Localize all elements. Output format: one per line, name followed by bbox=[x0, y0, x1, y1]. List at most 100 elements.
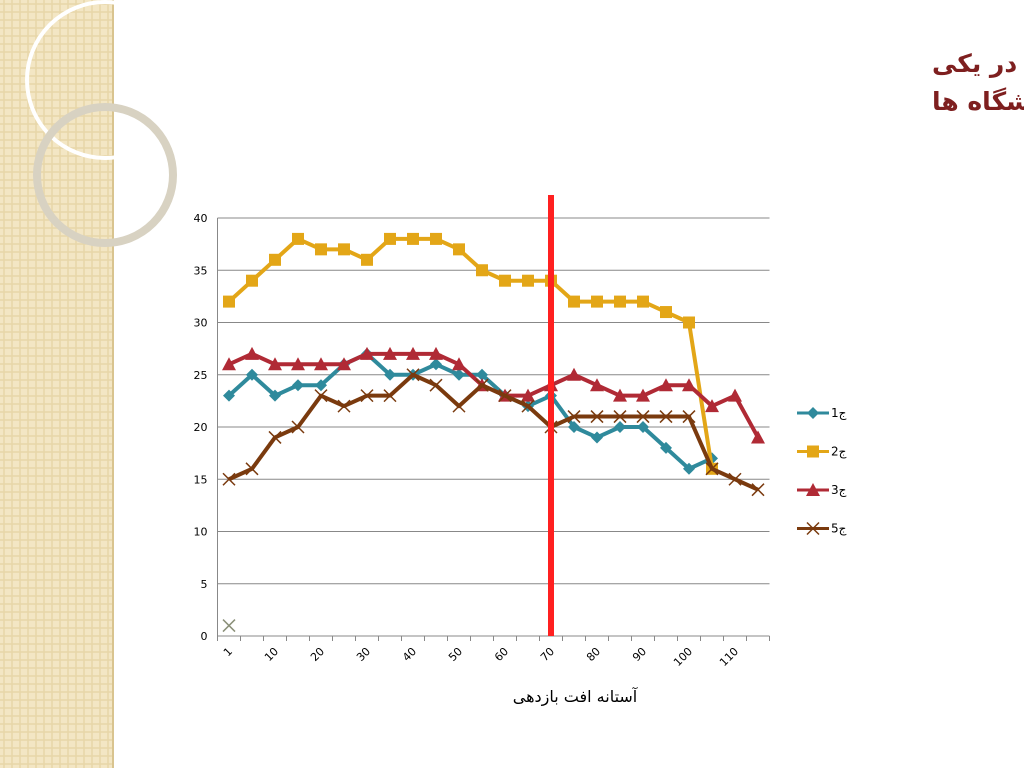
point bbox=[751, 483, 765, 497]
point bbox=[728, 472, 742, 486]
point bbox=[315, 379, 327, 392]
point bbox=[659, 378, 673, 392]
point bbox=[222, 472, 236, 486]
series-line bbox=[227, 236, 714, 470]
point bbox=[246, 274, 258, 287]
point bbox=[636, 410, 650, 424]
point bbox=[337, 399, 351, 413]
point bbox=[591, 295, 603, 308]
deco-circle bbox=[33, 103, 177, 247]
point bbox=[268, 357, 282, 371]
point bbox=[384, 232, 396, 245]
point bbox=[728, 388, 742, 402]
point bbox=[291, 420, 305, 434]
point bbox=[406, 346, 420, 360]
series-line bbox=[228, 372, 759, 492]
legend-marker bbox=[807, 445, 819, 458]
point bbox=[636, 388, 650, 402]
point bbox=[453, 243, 465, 256]
point bbox=[429, 346, 443, 360]
point bbox=[751, 430, 765, 444]
point bbox=[568, 295, 580, 308]
point bbox=[614, 295, 626, 308]
y-tick-label: 35 bbox=[194, 264, 208, 277]
point bbox=[268, 430, 282, 444]
point bbox=[522, 274, 534, 287]
legend-marker bbox=[807, 407, 819, 419]
legend-label: ج3 bbox=[831, 483, 847, 497]
point bbox=[659, 410, 673, 424]
point bbox=[407, 232, 419, 245]
point bbox=[453, 368, 465, 381]
point bbox=[637, 295, 649, 308]
y-tick-label: 25 bbox=[194, 369, 208, 382]
point bbox=[476, 368, 488, 381]
point bbox=[314, 357, 328, 371]
point bbox=[682, 378, 696, 392]
point bbox=[292, 379, 304, 392]
point bbox=[222, 357, 236, 371]
point bbox=[614, 421, 626, 433]
legend-label: ج5 bbox=[831, 522, 847, 536]
point bbox=[430, 358, 442, 371]
point bbox=[590, 410, 604, 424]
point bbox=[683, 316, 695, 329]
point bbox=[269, 389, 281, 402]
point bbox=[705, 399, 719, 413]
point bbox=[637, 421, 649, 433]
point bbox=[429, 378, 443, 392]
point bbox=[613, 388, 627, 402]
point bbox=[476, 264, 488, 277]
point bbox=[360, 389, 374, 403]
point bbox=[223, 295, 235, 308]
point bbox=[498, 389, 512, 403]
point bbox=[223, 389, 235, 402]
point bbox=[430, 232, 442, 245]
slide-title: ارزیابی میزان حضوردانشجویان در یک کلاس م… bbox=[932, 49, 1024, 116]
point bbox=[567, 410, 581, 424]
point bbox=[521, 388, 535, 402]
point bbox=[613, 410, 627, 424]
point bbox=[384, 368, 396, 381]
point bbox=[660, 306, 672, 319]
point bbox=[361, 253, 373, 266]
point bbox=[705, 462, 719, 476]
point bbox=[567, 367, 581, 381]
point bbox=[660, 441, 672, 454]
point bbox=[292, 232, 304, 245]
point bbox=[245, 462, 259, 476]
point bbox=[222, 619, 236, 633]
legend-label: ج2 bbox=[831, 445, 847, 459]
point bbox=[269, 253, 281, 266]
point bbox=[245, 346, 259, 360]
point bbox=[337, 357, 351, 371]
point bbox=[683, 462, 695, 475]
point bbox=[338, 243, 350, 256]
point bbox=[360, 346, 374, 360]
point bbox=[383, 346, 397, 360]
point bbox=[521, 399, 535, 413]
point bbox=[568, 421, 580, 433]
point bbox=[452, 399, 466, 413]
point bbox=[452, 357, 466, 371]
y-tick-label: 0 bbox=[201, 630, 208, 643]
point bbox=[315, 243, 327, 256]
point bbox=[590, 378, 604, 392]
y-tick-label: 5 bbox=[201, 578, 208, 591]
legend-marker bbox=[806, 521, 820, 536]
point bbox=[383, 389, 397, 403]
point bbox=[682, 410, 696, 424]
deco-circle bbox=[25, 0, 185, 160]
point bbox=[291, 357, 305, 371]
point bbox=[591, 431, 603, 444]
y-tick-label: 40 bbox=[194, 212, 208, 225]
y-tick-label: 30 bbox=[194, 317, 208, 330]
point bbox=[246, 368, 258, 381]
y-tick-label: 15 bbox=[194, 473, 208, 486]
y-tick-label: 10 bbox=[194, 526, 208, 539]
side-strip bbox=[0, 0, 112, 768]
point bbox=[314, 389, 328, 403]
point bbox=[406, 368, 420, 382]
